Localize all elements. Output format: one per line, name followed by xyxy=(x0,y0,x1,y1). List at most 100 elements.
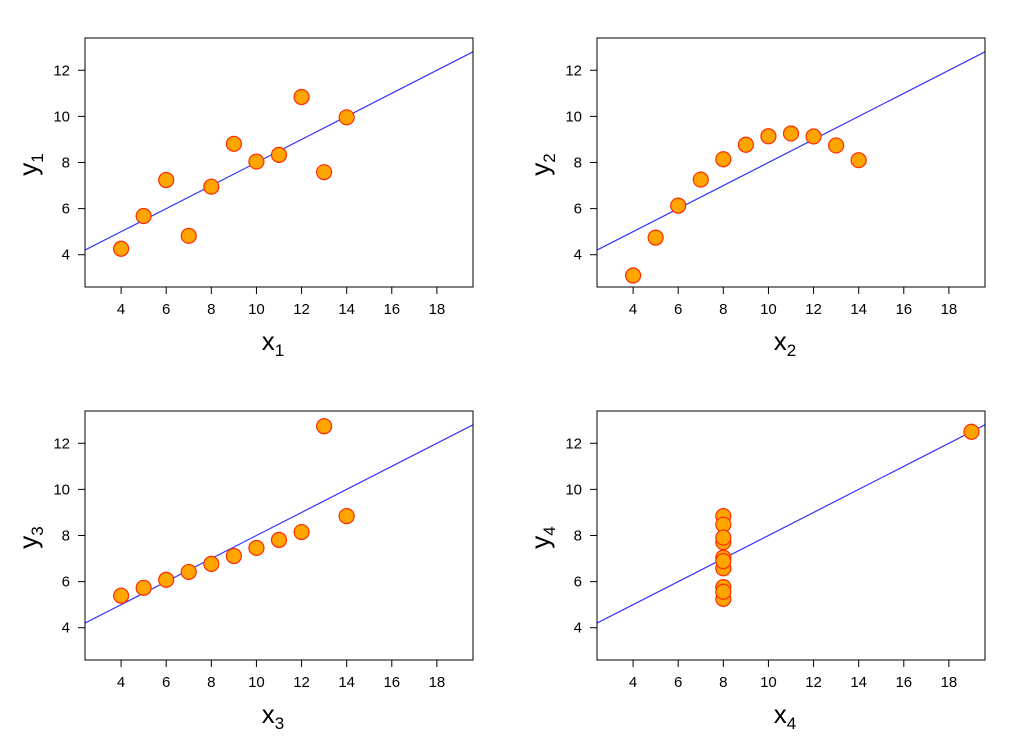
y-tick-label: 6 xyxy=(62,201,70,218)
data-point xyxy=(670,197,687,214)
data-point xyxy=(293,88,310,106)
data-point xyxy=(715,552,732,570)
data-point xyxy=(963,423,980,440)
data-point xyxy=(135,579,152,596)
y-axis-label: y1 xyxy=(13,153,47,175)
data-point xyxy=(737,136,754,153)
x-tick-label: 18 xyxy=(941,301,958,318)
y-tick-label: 8 xyxy=(62,155,70,172)
x-tick-label: 6 xyxy=(674,301,682,318)
y-axis-label-subscript: 4 xyxy=(540,526,559,535)
panel-3: 4 6 8 10 12 14 16 18 4 6 8 10 12 x3 y3 xyxy=(13,410,474,733)
data-point xyxy=(316,418,333,435)
x-tick-label: 12 xyxy=(293,301,310,318)
x-tick-label: 4 xyxy=(117,674,125,691)
x-axis-label-subscript: 1 xyxy=(275,341,284,360)
regression-line xyxy=(597,424,985,624)
y-tick-label: 12 xyxy=(565,435,582,452)
x-tick-label: 6 xyxy=(674,674,682,691)
plot-frame xyxy=(596,37,986,288)
data-point xyxy=(338,508,355,525)
data-point xyxy=(203,555,220,572)
x-tick-label: 10 xyxy=(248,301,265,318)
y-tick-label: 6 xyxy=(574,574,582,591)
y-tick-label: 8 xyxy=(62,528,70,545)
y-tick-label: 12 xyxy=(53,435,70,452)
x-tick-label: 16 xyxy=(383,674,400,691)
x-tick-label: 18 xyxy=(429,674,446,691)
y-tick-label: 4 xyxy=(62,620,70,637)
data-point xyxy=(715,529,732,546)
data-point xyxy=(158,171,175,189)
y-tick-label: 8 xyxy=(574,155,582,172)
y-axis-label-subscript: 3 xyxy=(28,526,47,535)
x-tick-label: 10 xyxy=(760,301,777,318)
plot-frame xyxy=(596,410,986,661)
panel-1: 4 6 8 10 12 14 16 18 4 6 8 10 12 x1 y1 xyxy=(13,37,474,360)
x-axis-label: x3 xyxy=(262,699,284,733)
y-tick-label: 12 xyxy=(565,62,582,79)
panel-4: 4 6 8 10 12 14 16 18 4 6 8 10 12 x4 y4 xyxy=(525,410,986,733)
y-tick-label: 6 xyxy=(62,574,70,591)
x-tick-label: 14 xyxy=(850,301,867,318)
x-tick-label: 16 xyxy=(895,674,912,691)
y-axis-label: y2 xyxy=(525,153,559,175)
x-axis-label: x4 xyxy=(774,699,796,733)
data-point xyxy=(158,571,175,588)
y-axis-label-subscript: 1 xyxy=(28,153,47,162)
data-point xyxy=(248,539,265,557)
y-axis-label: y4 xyxy=(525,526,559,548)
x-tick-label: 16 xyxy=(383,301,400,318)
x-tick-label: 10 xyxy=(248,674,265,691)
x-axis-label: x1 xyxy=(262,326,284,360)
data-point xyxy=(135,207,152,225)
x-tick-label: 14 xyxy=(338,674,355,691)
x-axis-label-subscript: 2 xyxy=(787,341,796,360)
x-tick-label: 6 xyxy=(162,301,170,318)
data-point xyxy=(180,227,197,244)
y-tick-label: 4 xyxy=(574,247,582,264)
y-axis-label-subscript: 2 xyxy=(540,153,559,162)
x-tick-label: 4 xyxy=(117,301,125,318)
x-tick-label: 4 xyxy=(629,301,637,318)
y-tick-label: 10 xyxy=(53,108,70,125)
x-axis-label: x2 xyxy=(774,326,796,360)
regression-line xyxy=(597,51,985,251)
data-point xyxy=(782,125,800,142)
x-tick-label: 18 xyxy=(429,301,446,318)
data-point xyxy=(203,178,220,195)
data-point xyxy=(805,128,822,145)
panel-2: 4 6 8 10 12 14 16 18 4 6 8 10 12 x2 y2 xyxy=(525,37,986,360)
data-point xyxy=(225,135,242,152)
data-point xyxy=(112,240,130,257)
data-point xyxy=(692,171,709,188)
y-tick-label: 8 xyxy=(574,528,582,545)
x-tick-label: 12 xyxy=(293,674,310,691)
x-tick-label: 12 xyxy=(805,301,822,318)
y-tick-label: 12 xyxy=(53,62,70,79)
x-axis-label-subscript: 4 xyxy=(787,714,796,733)
data-point xyxy=(624,267,642,284)
x-tick-label: 4 xyxy=(629,674,637,691)
x-tick-label: 8 xyxy=(719,301,727,318)
data-point xyxy=(112,587,130,604)
data-point xyxy=(293,523,310,541)
data-point xyxy=(647,229,664,246)
x-tick-label: 8 xyxy=(207,674,215,691)
data-point xyxy=(338,109,355,126)
y-tick-label: 10 xyxy=(53,481,70,498)
y-tick-label: 10 xyxy=(565,108,582,125)
y-tick-label: 6 xyxy=(574,201,582,218)
data-point xyxy=(270,531,288,548)
x-tick-label: 10 xyxy=(760,674,777,691)
x-tick-label: 8 xyxy=(719,674,727,691)
x-tick-label: 18 xyxy=(941,674,958,691)
data-point xyxy=(180,563,197,581)
x-tick-label: 8 xyxy=(207,301,215,318)
data-point xyxy=(760,128,777,145)
data-point xyxy=(850,152,867,169)
y-tick-label: 4 xyxy=(62,247,70,264)
y-tick-label: 4 xyxy=(574,620,582,637)
x-tick-label: 12 xyxy=(805,674,822,691)
